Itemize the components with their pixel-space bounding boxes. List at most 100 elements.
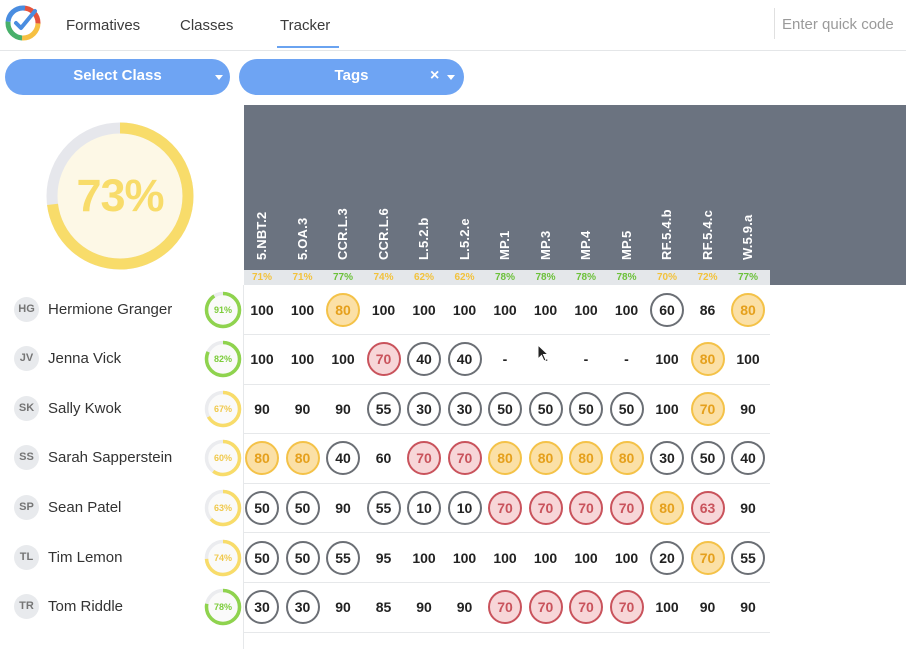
- score-cell[interactable]: 90: [335, 499, 351, 516]
- score-cell[interactable]: 100: [371, 301, 396, 318]
- score-cell[interactable]: 50: [528, 391, 563, 426]
- tab-classes[interactable]: Classes: [180, 17, 234, 34]
- score-cell[interactable]: 90: [740, 499, 756, 516]
- score-cell[interactable]: 80: [731, 292, 765, 327]
- score-cell[interactable]: 70: [569, 590, 603, 625]
- score-cell[interactable]: 50: [285, 490, 320, 525]
- score-cell[interactable]: 50: [569, 391, 603, 426]
- score-cell[interactable]: 100: [614, 301, 639, 318]
- score-cell[interactable]: 50: [245, 540, 279, 575]
- score-cell[interactable]: 70: [528, 590, 563, 625]
- student-name[interactable]: Jenna Vick: [48, 350, 122, 368]
- score-cell[interactable]: 70: [528, 490, 563, 525]
- score-cell[interactable]: -: [583, 351, 589, 368]
- score-cell[interactable]: 90: [335, 400, 351, 417]
- score-cell[interactable]: 70: [488, 590, 522, 625]
- score-cell[interactable]: 70: [609, 490, 644, 525]
- standard-header[interactable]: L.5.2.b: [404, 105, 444, 260]
- score-cell[interactable]: 86: [699, 301, 716, 318]
- score-cell[interactable]: 95: [375, 549, 392, 566]
- score-cell[interactable]: 90: [740, 400, 756, 417]
- score-cell[interactable]: 85: [375, 599, 392, 616]
- clear-tags-icon[interactable]: ×: [430, 67, 440, 84]
- score-cell[interactable]: 50: [488, 391, 522, 426]
- score-cell[interactable]: 50: [609, 391, 644, 426]
- score-cell[interactable]: 70: [407, 441, 441, 476]
- score-cell[interactable]: 70: [447, 441, 482, 476]
- score-cell[interactable]: 100: [655, 400, 679, 417]
- standard-header[interactable]: MP.4: [566, 105, 606, 260]
- score-cell[interactable]: 100: [412, 301, 436, 318]
- score-cell[interactable]: 100: [736, 351, 760, 368]
- score-cell[interactable]: 100: [250, 301, 274, 318]
- student-name[interactable]: Tim Lemon: [48, 548, 123, 566]
- score-cell[interactable]: 100: [331, 351, 355, 368]
- quick-code-input[interactable]: [776, 10, 904, 38]
- standard-header[interactable]: W.5.9.a: [728, 105, 768, 260]
- score-cell[interactable]: 70: [690, 540, 725, 575]
- score-cell[interactable]: 100: [493, 301, 517, 318]
- score-cell[interactable]: 80: [569, 441, 603, 476]
- standard-header[interactable]: RF.5.4.b: [647, 105, 687, 260]
- standard-header[interactable]: 5.OA.3: [283, 105, 323, 260]
- tags-dropdown[interactable]: Tags ×: [239, 59, 464, 95]
- score-cell[interactable]: 55: [366, 391, 401, 426]
- score-cell[interactable]: 80: [285, 441, 320, 476]
- score-cell[interactable]: 80: [609, 441, 644, 476]
- score-cell[interactable]: 60: [375, 450, 392, 467]
- score-cell[interactable]: 90: [294, 400, 311, 417]
- standard-header[interactable]: 5.NBT.2: [242, 105, 282, 260]
- standard-header[interactable]: L.5.2.e: [445, 105, 485, 260]
- score-cell[interactable]: 100: [574, 549, 598, 566]
- standard-header[interactable]: CCR.L.6: [364, 105, 404, 260]
- score-cell[interactable]: 80: [245, 441, 279, 476]
- score-cell[interactable]: 90: [699, 599, 716, 616]
- score-cell[interactable]: 70: [569, 490, 603, 525]
- score-cell[interactable]: 55: [731, 540, 765, 575]
- score-cell[interactable]: 30: [650, 441, 684, 476]
- score-cell[interactable]: 40: [407, 342, 441, 377]
- score-cell[interactable]: 100: [493, 549, 517, 566]
- score-cell[interactable]: 70: [366, 342, 401, 377]
- score-cell[interactable]: 30: [407, 391, 441, 426]
- score-cell[interactable]: 20: [650, 540, 684, 575]
- score-cell[interactable]: 40: [731, 441, 765, 476]
- score-cell[interactable]: 10: [447, 490, 482, 525]
- score-cell[interactable]: 70: [609, 590, 644, 625]
- score-cell[interactable]: 100: [533, 549, 558, 566]
- student-name[interactable]: Hermione Granger: [48, 300, 173, 318]
- score-cell[interactable]: 63: [690, 490, 725, 525]
- student-name[interactable]: Sarah Sapperstein: [48, 449, 173, 467]
- select-class-dropdown[interactable]: Select Class: [5, 59, 230, 95]
- standard-header[interactable]: MP.3: [526, 105, 566, 260]
- score-cell[interactable]: 90: [740, 599, 756, 616]
- tab-tracker[interactable]: Tracker: [280, 17, 331, 34]
- standard-header[interactable]: MP.1: [485, 105, 525, 260]
- score-cell[interactable]: 100: [290, 301, 315, 318]
- score-cell[interactable]: 70: [690, 391, 725, 426]
- score-cell[interactable]: 90: [335, 599, 351, 616]
- score-cell[interactable]: 100: [614, 549, 639, 566]
- score-cell[interactable]: 70: [488, 490, 522, 525]
- score-cell[interactable]: 30: [447, 391, 482, 426]
- score-cell[interactable]: 100: [655, 351, 679, 368]
- score-cell[interactable]: 100: [250, 351, 274, 368]
- score-cell[interactable]: 40: [447, 342, 482, 377]
- score-cell[interactable]: 100: [452, 301, 477, 318]
- standard-header[interactable]: MP.5: [607, 105, 647, 260]
- student-name[interactable]: Tom Riddle: [48, 598, 124, 616]
- score-cell[interactable]: 100: [574, 301, 598, 318]
- score-cell[interactable]: 100: [290, 351, 315, 368]
- score-cell[interactable]: 80: [690, 342, 725, 377]
- score-cell[interactable]: 80: [650, 490, 684, 525]
- score-cell[interactable]: 100: [533, 301, 558, 318]
- student-name[interactable]: Sean Patel: [48, 498, 122, 516]
- score-cell[interactable]: 80: [528, 441, 563, 476]
- score-cell[interactable]: 50: [285, 540, 320, 575]
- score-cell[interactable]: 80: [326, 292, 360, 327]
- score-cell[interactable]: 90: [254, 400, 270, 417]
- score-cell[interactable]: -: [624, 351, 629, 368]
- score-cell[interactable]: 40: [326, 441, 360, 476]
- app-logo-icon[interactable]: [5, 5, 41, 41]
- score-cell[interactable]: 90: [416, 599, 432, 616]
